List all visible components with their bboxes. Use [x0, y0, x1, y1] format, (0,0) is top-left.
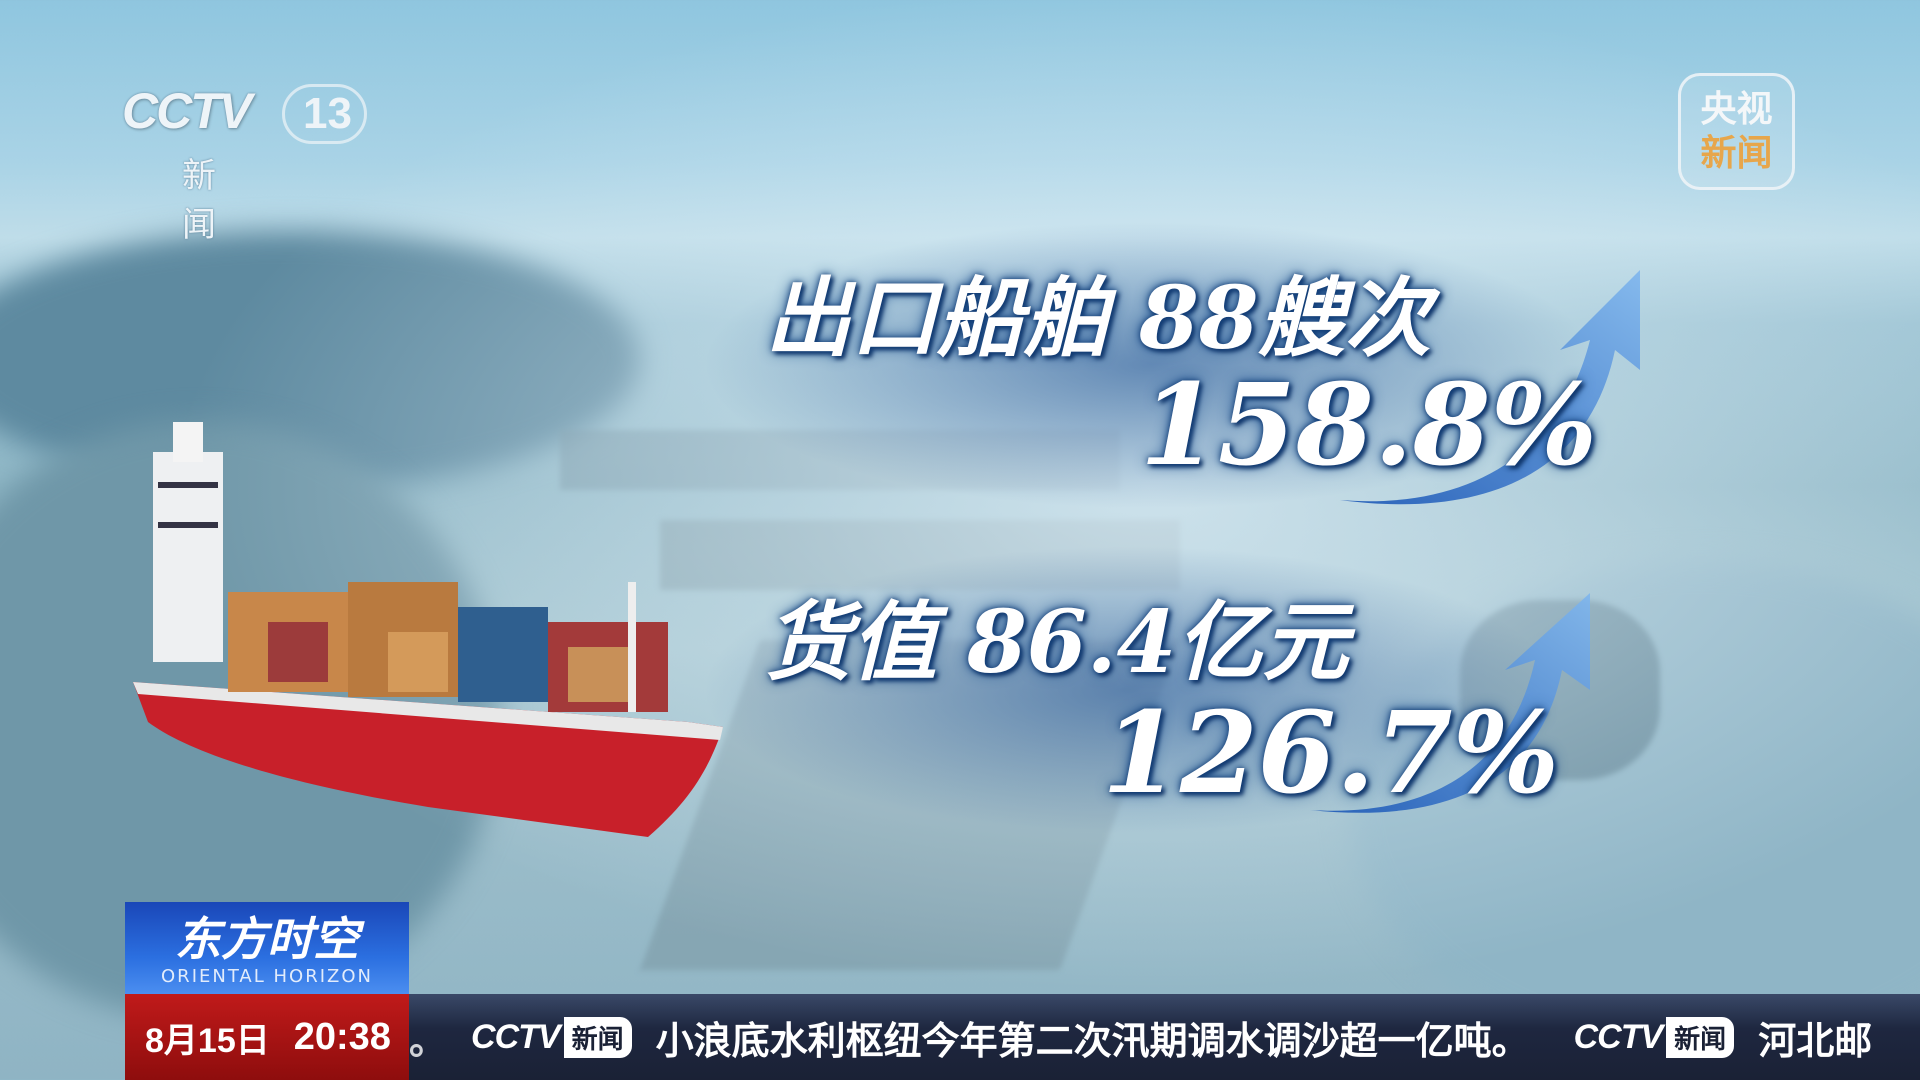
program-title: 东方时空: [175, 912, 359, 966]
news-ticker: 。 CCTV 新闻 小浪底水利枢纽今年第二次汛期调水调沙超一亿吨。 CCTV 新闻 …: [409, 994, 1920, 1080]
export-ships-growth: 158.8%: [1140, 360, 1598, 491]
program-logo: 东方时空 ORIENTAL HORIZON: [125, 902, 409, 994]
export-ships-stat: 出口船舶 88艘次: [765, 268, 1431, 369]
cargo-value-stat: 货值 86.4亿元: [765, 592, 1349, 693]
up-arrow-icon: [1310, 593, 1590, 813]
ticker-brand: CCTV: [471, 1017, 561, 1056]
cctv-news-logo: CCTV 新闻: [471, 1015, 632, 1059]
channel-name: 新 闻: [182, 156, 260, 245]
cctv-news-logo: CCTV 新闻: [1574, 1015, 1735, 1059]
cargo-value-growth: 126.7%: [1102, 688, 1560, 819]
program-subtitle: ORIENTAL HORIZON: [161, 966, 373, 987]
date-label: 8月15日: [145, 1021, 270, 1060]
ticker-previous-tail: 。: [409, 1018, 448, 1063]
ticker-next-headline: 河北邮: [1758, 1018, 1873, 1063]
ticker-tag: 新闻: [563, 1016, 632, 1058]
ticker-headline: 小浪底水利枢纽今年第二次汛期调水调沙超一亿吨。: [655, 1018, 1530, 1063]
channel-number: 13: [282, 84, 367, 144]
ticker-brand: CCTV: [1573, 1017, 1664, 1056]
badge-line2: 新闻: [1700, 133, 1773, 174]
time-label: 20:38: [293, 1015, 391, 1058]
cctv13-channel-logo: CCTV 13 新 闻: [122, 82, 367, 245]
ticker-tag: 新闻: [1666, 1016, 1735, 1058]
container-ship-image: [133, 422, 723, 837]
cctv-brand: CCTV: [122, 83, 252, 139]
up-arrow-icon: [1340, 270, 1640, 505]
badge-line1: 央视: [1700, 89, 1773, 130]
cctv-news-badge: 央视 新闻: [1678, 73, 1795, 190]
datetime-box: 8月15日 20:38: [125, 994, 409, 1080]
